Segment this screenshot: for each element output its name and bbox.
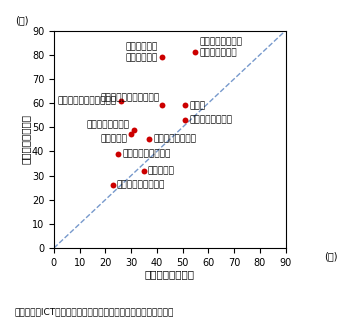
Point	[128, 132, 134, 137]
Text: 次世代無線・応用: 次世代無線・応用	[189, 115, 232, 124]
Point	[159, 103, 165, 108]
Text: 高速伝送・ルーティング: 高速伝送・ルーティング	[100, 93, 160, 102]
Text: 移動体通信: 移動体通信	[148, 166, 175, 175]
Point	[115, 151, 121, 156]
Text: ブロードバンド無線: ブロードバンド無線	[122, 149, 170, 158]
Point	[141, 168, 147, 173]
Point	[183, 117, 188, 122]
Point	[146, 137, 152, 142]
Point	[193, 50, 198, 55]
Point	[131, 127, 137, 132]
Text: ネットワーク制御: ネットワーク制御	[87, 120, 130, 129]
Text: インターネット・
ウェブサービス: インターネット・ ウェブサービス	[199, 38, 243, 57]
Text: 高精細映像等の放送: 高精細映像等の放送	[117, 181, 165, 190]
Text: （出典）「ICT分野の研究開発に関する国際比較に関する調査」: （出典）「ICT分野の研究開発に関する国際比較に関する調査」	[14, 308, 173, 316]
Text: (％): (％)	[15, 15, 29, 25]
Point	[159, 55, 165, 60]
Text: 情報の蓄積・検索・解析: 情報の蓄積・検索・解析	[58, 96, 117, 105]
Text: (％): (％)	[324, 251, 338, 261]
Point	[118, 98, 124, 103]
X-axis label: 論文発表数シェア: 論文発表数シェア	[145, 269, 195, 279]
Y-axis label: 特許出願数シェア: 特許出願数シェア	[20, 114, 30, 164]
Text: ネットワーク
セキュリティ: ネットワーク セキュリティ	[126, 43, 158, 62]
Point	[183, 103, 188, 108]
Text: 半導体: 半導体	[189, 101, 205, 110]
Point	[110, 183, 116, 188]
Text: 認識・認証: 認識・認証	[100, 135, 127, 144]
Text: 応用ネットワーク: 応用ネットワーク	[153, 135, 196, 144]
